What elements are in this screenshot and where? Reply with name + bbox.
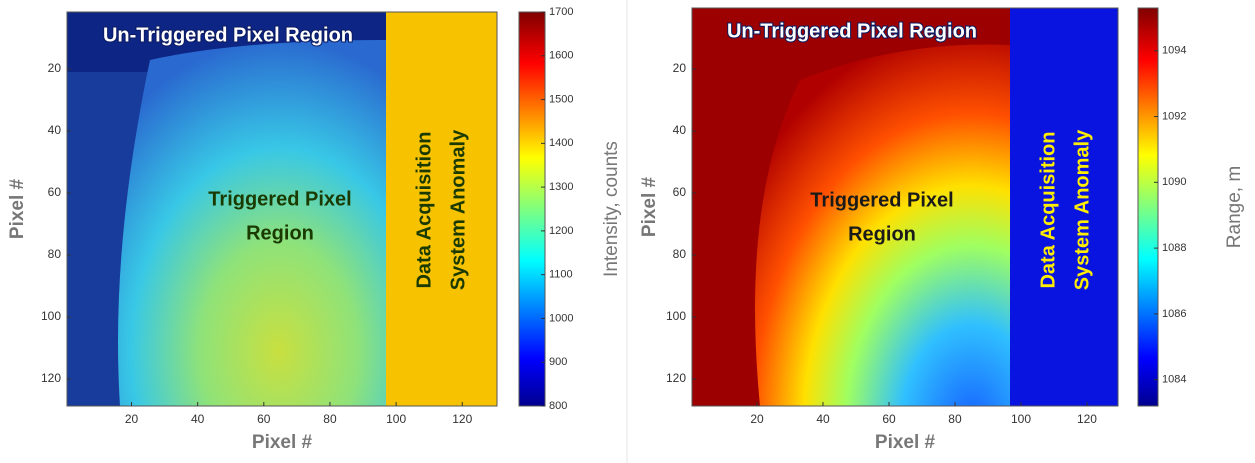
colorbar-tick-label: 1300 — [549, 181, 573, 193]
colorbar-tick-label: 1084 — [1162, 374, 1186, 386]
colorbar-tick-label: 1094 — [1162, 45, 1186, 57]
colorbar-tick-label: 1400 — [549, 137, 573, 149]
y-tick-label: 120 — [41, 371, 61, 385]
colorbar — [1137, 7, 1159, 407]
annotation: Un-Triggered Pixel Region — [727, 20, 977, 42]
y-tick-label: 40 — [673, 123, 687, 137]
colorbar-tick-label: 1100 — [549, 269, 573, 281]
x-tick-label: 20 — [125, 412, 139, 426]
colorbar-tick-label: 1086 — [1162, 308, 1186, 320]
x-tick-label: 80 — [323, 412, 337, 426]
annotation: System Anomaly — [1071, 129, 1093, 290]
x-tick-label: 100 — [386, 412, 406, 426]
colorbar-label: Range, m — [1224, 166, 1245, 248]
colorbar-label: Intensity, counts — [601, 141, 622, 277]
colorbar-tick-label: 1700 — [549, 6, 573, 18]
x-axis-label: Pixel # — [252, 432, 313, 453]
heatmap-image — [692, 8, 1118, 406]
y-axis-label: Pixel # — [639, 176, 660, 237]
x-tick-label: 40 — [191, 412, 205, 426]
y-tick-label: 60 — [48, 185, 62, 199]
y-tick-label: 20 — [48, 61, 62, 75]
y-tick-label: 120 — [666, 371, 686, 385]
heatmap-image — [67, 12, 497, 406]
y-tick-label: 100 — [41, 309, 61, 323]
y-tick-label: 80 — [673, 247, 687, 261]
colorbar-tick-label: 800 — [549, 400, 567, 412]
colorbar-tick-label: 1000 — [549, 312, 573, 324]
x-tick-label: 60 — [882, 412, 896, 426]
x-axis-label: Pixel # — [875, 432, 936, 453]
plot-frame — [691, 7, 1119, 407]
annotation: Data Acquisition — [413, 131, 435, 288]
annotation: System Anomaly — [447, 129, 469, 290]
x-tick-label: 100 — [1011, 412, 1031, 426]
y-tick-label: 20 — [673, 61, 687, 75]
colorbar-tick-label: 900 — [549, 356, 567, 368]
annotation: Data Acquisition — [1037, 131, 1059, 288]
x-tick-label: 40 — [816, 412, 830, 426]
y-tick-label: 100 — [666, 309, 686, 323]
x-tick-label: 80 — [948, 412, 962, 426]
y-tick-label: 40 — [48, 123, 62, 137]
annotation: Region — [848, 223, 916, 245]
y-tick-label: 60 — [673, 185, 687, 199]
colorbar-tick-label: 1500 — [549, 93, 573, 105]
x-tick-label: 20 — [750, 412, 764, 426]
plot-frame — [66, 11, 498, 407]
colorbar-tick-label: 1600 — [549, 50, 573, 62]
annotation: Triggered Pixel — [810, 189, 953, 211]
y-tick-label: 80 — [48, 247, 62, 261]
colorbar-tick-label: 1090 — [1162, 176, 1186, 188]
y-axis-label: Pixel # — [7, 178, 28, 239]
colorbar-tick-label: 1200 — [549, 225, 573, 237]
annotation: Triggered Pixel — [208, 188, 351, 210]
annotation: Region — [246, 222, 314, 244]
colorbar-tick-label: 1092 — [1162, 110, 1186, 122]
x-tick-label: 60 — [257, 412, 271, 426]
annotation: Un-Triggered Pixel Region — [103, 24, 353, 46]
x-tick-label: 120 — [1077, 412, 1097, 426]
colorbar-tick-label: 1088 — [1162, 242, 1186, 254]
colorbar — [518, 11, 546, 407]
x-tick-label: 120 — [452, 412, 472, 426]
